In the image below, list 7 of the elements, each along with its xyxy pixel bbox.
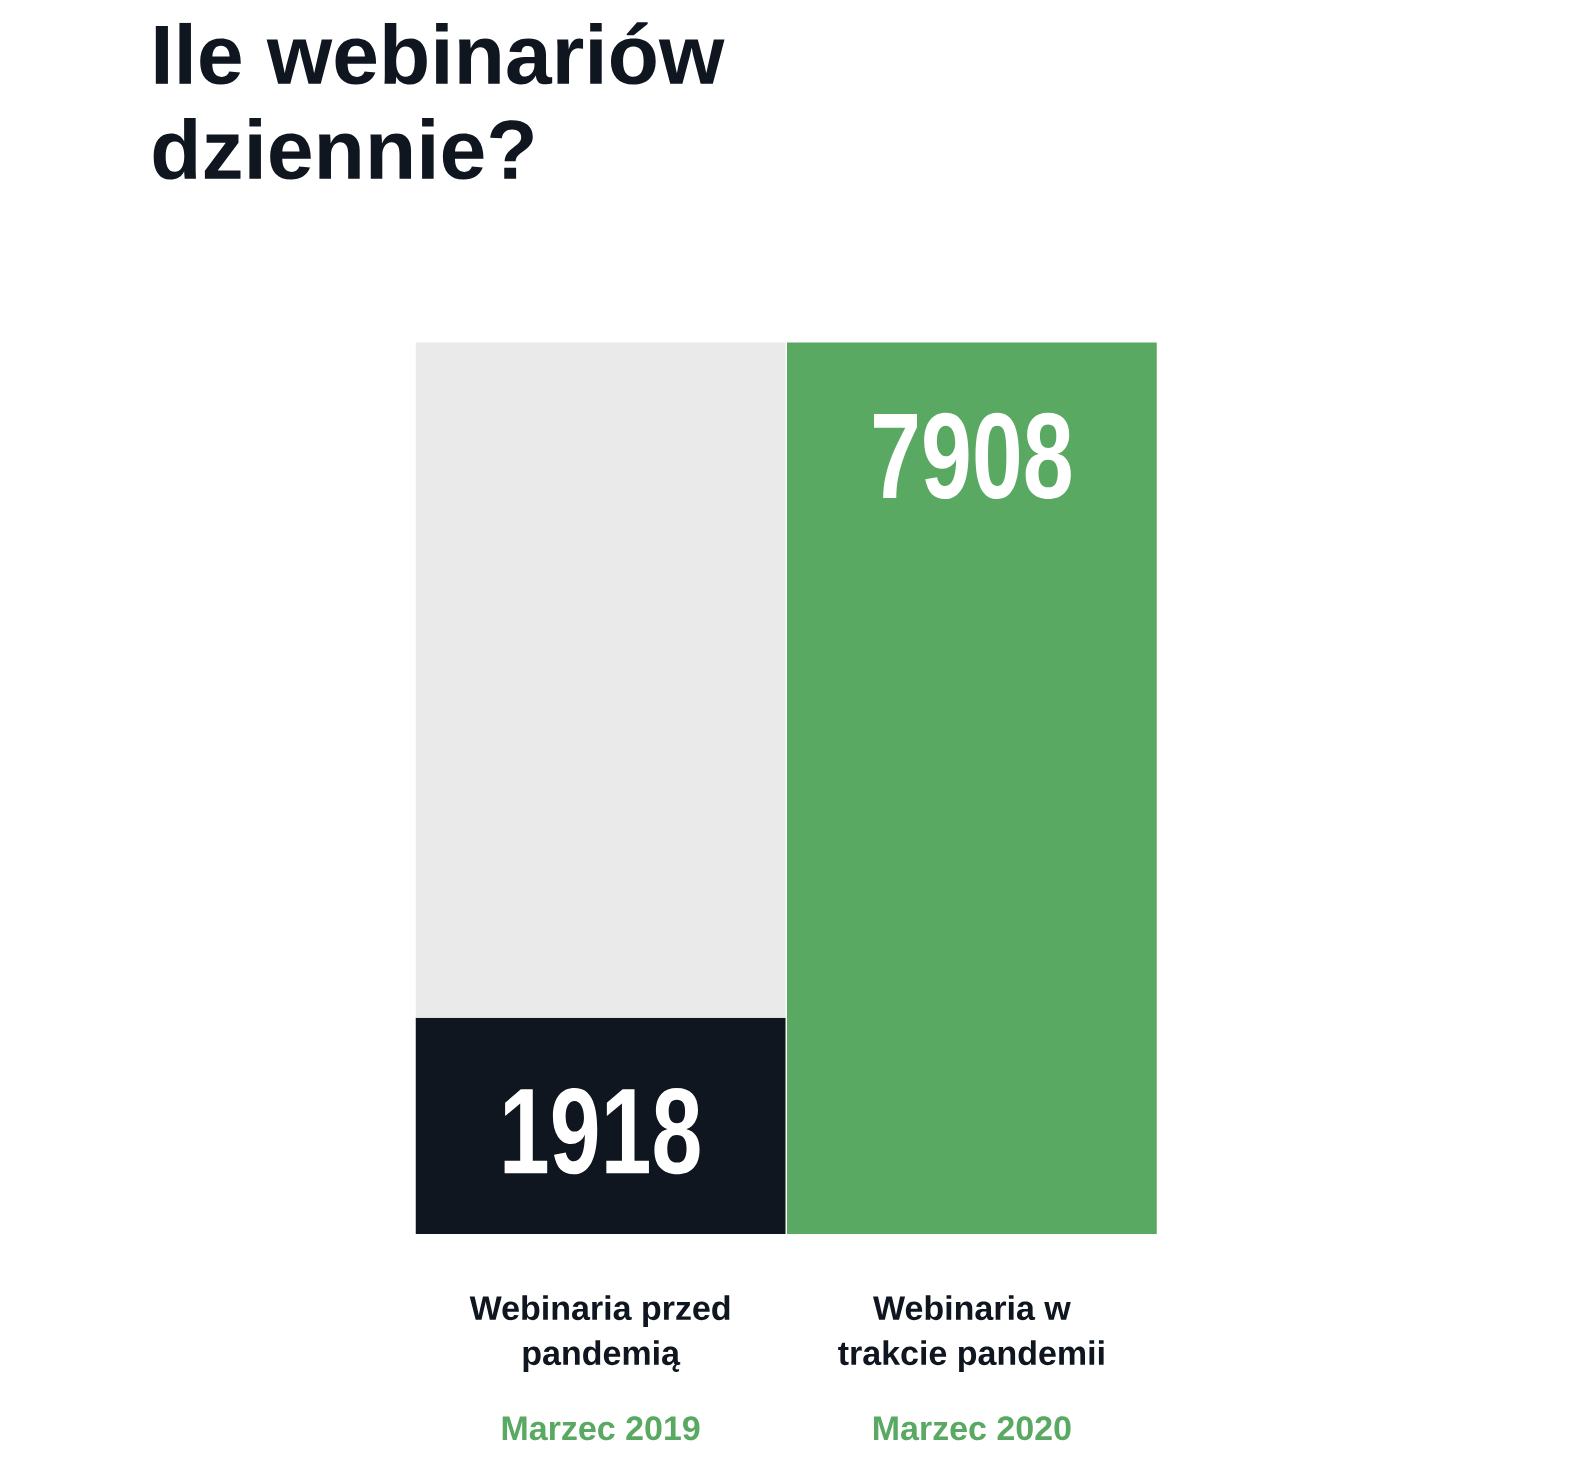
chart-title: Ile webinariów dziennie? [153,22,725,180]
x-tick-label: Webinaria w trakcie pandemii [838,1295,1104,1372]
data-label: 1918 [504,1087,700,1175]
data-label: 7908 [874,412,1071,500]
text: Marzec 2020 [873,1416,1071,1441]
text: Marzec 2019 [502,1416,700,1441]
x-tick-label: Webinaria przed pandemią [469,1295,730,1372]
